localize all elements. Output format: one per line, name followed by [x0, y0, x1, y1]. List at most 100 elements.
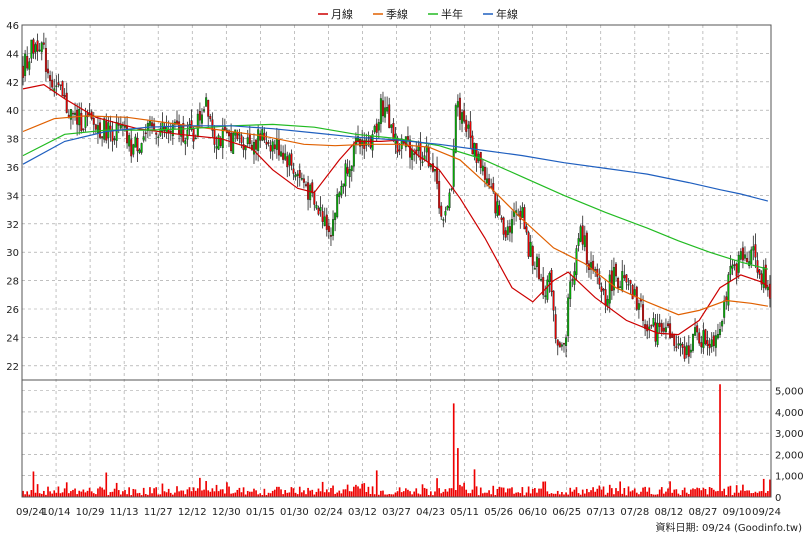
volume-bar [556, 490, 559, 497]
volume-bar [602, 486, 605, 497]
volume-bar [294, 492, 297, 497]
candle-body [533, 268, 536, 270]
volume-bar [506, 488, 509, 497]
candle-body [752, 246, 755, 251]
volume-bar [450, 488, 453, 497]
volume-bar [486, 492, 488, 497]
volume-bar [517, 492, 520, 497]
date-tick-label: 01/15 [246, 507, 275, 518]
volume-bar [579, 494, 582, 497]
volume-bar [496, 488, 499, 497]
volume-bar [758, 491, 761, 497]
candle-body [325, 214, 328, 230]
candle-body [38, 49, 41, 52]
candle-body [538, 258, 541, 280]
volume-bar [159, 494, 162, 497]
candle-body [313, 192, 316, 205]
volume-bar [538, 488, 540, 497]
candle-body [438, 180, 441, 209]
volume-bar [548, 493, 551, 497]
candle-body [28, 61, 31, 70]
candle-body [481, 165, 484, 172]
volume-bar [592, 487, 594, 497]
candle-body [681, 344, 684, 348]
candle-body [346, 167, 349, 174]
volume-bar [334, 493, 336, 497]
candle-body [198, 111, 201, 121]
candle-body [662, 327, 665, 332]
volume-bar [276, 486, 278, 497]
volume-bar [477, 495, 480, 497]
candle-body [340, 186, 343, 195]
candle-body [200, 114, 203, 124]
volume-bar [704, 489, 707, 497]
candle-body [379, 98, 382, 124]
volume-bar [203, 489, 205, 497]
candle-body [679, 343, 682, 346]
candle-body [567, 297, 570, 337]
volume-bar [407, 489, 409, 497]
volume-bar [629, 491, 632, 497]
candle-body [450, 188, 453, 191]
candle-body [302, 178, 305, 183]
candle-body [612, 267, 615, 291]
candle-body [136, 138, 139, 152]
legend-label: 季線 [386, 7, 408, 21]
candle-body [700, 342, 703, 348]
candle-body [288, 154, 291, 166]
candle-body [425, 145, 428, 153]
volume-bar [323, 492, 326, 497]
candle-body [569, 281, 572, 300]
volume-bar [440, 493, 443, 497]
volume-bar [502, 487, 505, 497]
candle-body [579, 226, 582, 242]
volume-bar [448, 488, 451, 497]
volume-bar [715, 491, 717, 497]
candle-body [577, 238, 580, 246]
volume-bar [471, 489, 474, 497]
date-tick-label: 06/10 [518, 507, 547, 518]
candle-body [319, 207, 322, 211]
candle-body [583, 235, 586, 248]
volume-bar [271, 490, 274, 497]
volume-bar [128, 487, 130, 497]
date-tick-label: 09/10 [723, 507, 752, 518]
volume-bar [687, 494, 690, 497]
volume-bar [111, 491, 114, 497]
candle-body [117, 124, 120, 126]
volume-bar [469, 493, 472, 497]
volume-bar [461, 486, 463, 497]
volume-bar [107, 495, 110, 497]
volume-bar [600, 489, 603, 497]
candle-body [205, 97, 208, 107]
volume-bar [665, 491, 667, 497]
candle-body [585, 232, 588, 265]
volume-bar [99, 486, 101, 497]
volume-bar [78, 490, 81, 497]
candle-body [390, 124, 393, 128]
volume-bar [380, 490, 382, 497]
candle-body [540, 278, 543, 281]
candle-body [440, 205, 443, 217]
volume-bar [498, 486, 501, 497]
candle-body [365, 139, 368, 146]
volume-bar [269, 493, 272, 497]
volume-bar [571, 491, 574, 497]
volume-bar [627, 486, 630, 497]
volume-bar [280, 489, 282, 497]
candle-body [656, 323, 659, 345]
volume-bar [257, 494, 259, 497]
candle-body [49, 75, 52, 82]
volume-bar [509, 488, 511, 497]
candle-body [625, 274, 628, 283]
candle-body [151, 122, 154, 127]
volume-bar [679, 495, 682, 497]
volume-bar [648, 487, 651, 497]
candle-body [525, 226, 528, 233]
candle-body [710, 339, 713, 347]
volume-bar [425, 488, 428, 497]
volume-bar [465, 489, 468, 497]
volume-bar [490, 494, 492, 497]
volume-bar [760, 491, 763, 497]
volume-bar [201, 490, 203, 497]
